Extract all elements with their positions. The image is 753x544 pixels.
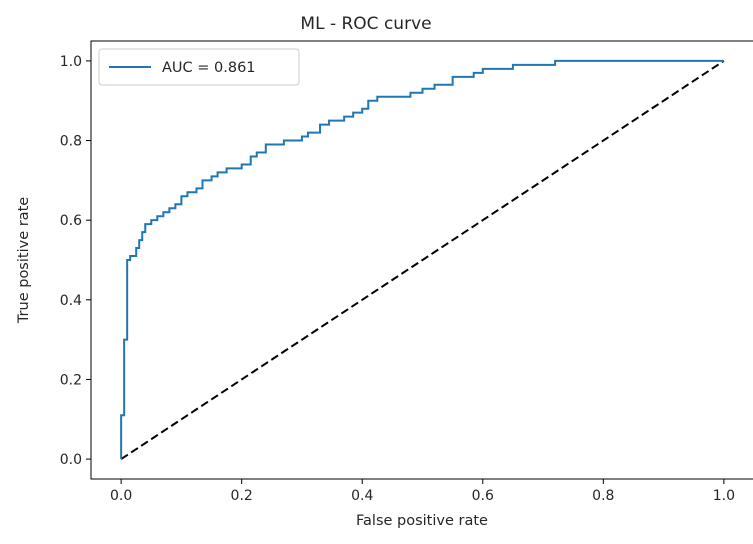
x-tick-label: 1.0 [713,488,735,504]
y-tick-label: 0.6 [60,213,82,229]
chart-title: ML - ROC curve [300,14,431,34]
y-tick-label: 1.0 [60,54,82,70]
y-tick-label: 0.0 [60,452,82,468]
series-line-roc [120,59,724,460]
x-axis-label: False positive rate [356,513,488,529]
plot-frame [90,40,753,480]
x-tick-label: 0.8 [592,488,614,504]
legend-label: AUC = 0.861 [162,60,256,76]
x-tick-label: 0.2 [231,488,253,504]
plot-lines [120,59,725,460]
x-tick-label: 0.4 [351,488,373,504]
y-tick-label: 0.4 [60,293,82,309]
y-axis: 0.0 0.2 0.4 0.6 0.8 1.0 [60,54,91,468]
y-tick-label: 0.2 [60,372,82,388]
x-axis: 0.0 0.2 0.4 0.6 0.8 1.0 [110,479,735,504]
legend-box [98,48,300,86]
x-tick-label: 0.0 [110,488,132,504]
y-axis-label: True positive rate [16,197,32,324]
series-line-chance [120,60,725,460]
y-tick-label: 0.8 [60,134,82,150]
x-tick-label: 0.6 [472,488,494,504]
legend: AUC = 0.861 [98,48,300,86]
